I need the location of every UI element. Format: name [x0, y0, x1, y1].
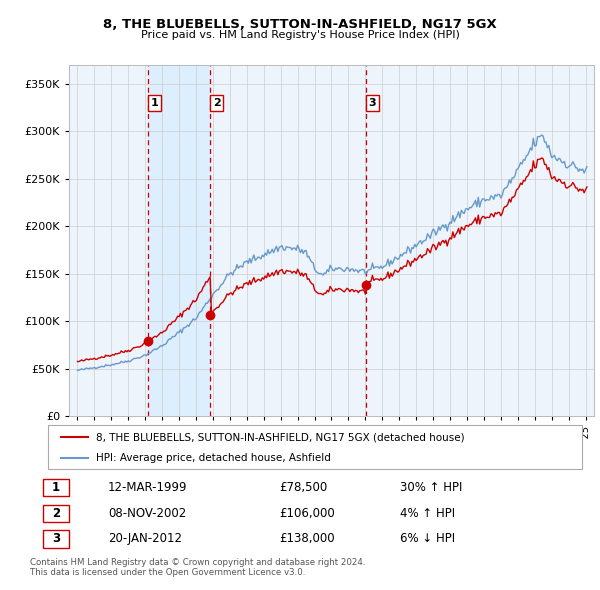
- Text: Price paid vs. HM Land Registry's House Price Index (HPI): Price paid vs. HM Land Registry's House …: [140, 30, 460, 40]
- Text: 3: 3: [52, 532, 60, 545]
- Text: 12-MAR-1999: 12-MAR-1999: [108, 481, 187, 494]
- Text: 2: 2: [52, 507, 60, 520]
- Text: 3: 3: [369, 98, 376, 108]
- Text: This data is licensed under the Open Government Licence v3.0.: This data is licensed under the Open Gov…: [30, 568, 305, 577]
- Text: 4% ↑ HPI: 4% ↑ HPI: [400, 507, 455, 520]
- FancyBboxPatch shape: [48, 425, 582, 469]
- Text: 1: 1: [151, 98, 159, 108]
- Text: 2: 2: [213, 98, 221, 108]
- Text: 8, THE BLUEBELLS, SUTTON-IN-ASHFIELD, NG17 5GX: 8, THE BLUEBELLS, SUTTON-IN-ASHFIELD, NG…: [103, 18, 497, 31]
- Text: 6% ↓ HPI: 6% ↓ HPI: [400, 532, 455, 545]
- FancyBboxPatch shape: [43, 530, 69, 548]
- Text: 20-JAN-2012: 20-JAN-2012: [108, 532, 182, 545]
- FancyBboxPatch shape: [43, 504, 69, 522]
- Text: 1: 1: [52, 481, 60, 494]
- Bar: [148, 65, 211, 416]
- Text: 30% ↑ HPI: 30% ↑ HPI: [400, 481, 463, 494]
- Text: Contains HM Land Registry data © Crown copyright and database right 2024.: Contains HM Land Registry data © Crown c…: [30, 558, 365, 566]
- Text: HPI: Average price, detached house, Ashfield: HPI: Average price, detached house, Ashf…: [96, 453, 331, 463]
- Text: £138,000: £138,000: [279, 532, 335, 545]
- FancyBboxPatch shape: [43, 479, 69, 496]
- Text: 8, THE BLUEBELLS, SUTTON-IN-ASHFIELD, NG17 5GX (detached house): 8, THE BLUEBELLS, SUTTON-IN-ASHFIELD, NG…: [96, 432, 464, 442]
- Text: £78,500: £78,500: [279, 481, 327, 494]
- Text: £106,000: £106,000: [279, 507, 335, 520]
- Text: 08-NOV-2002: 08-NOV-2002: [108, 507, 186, 520]
